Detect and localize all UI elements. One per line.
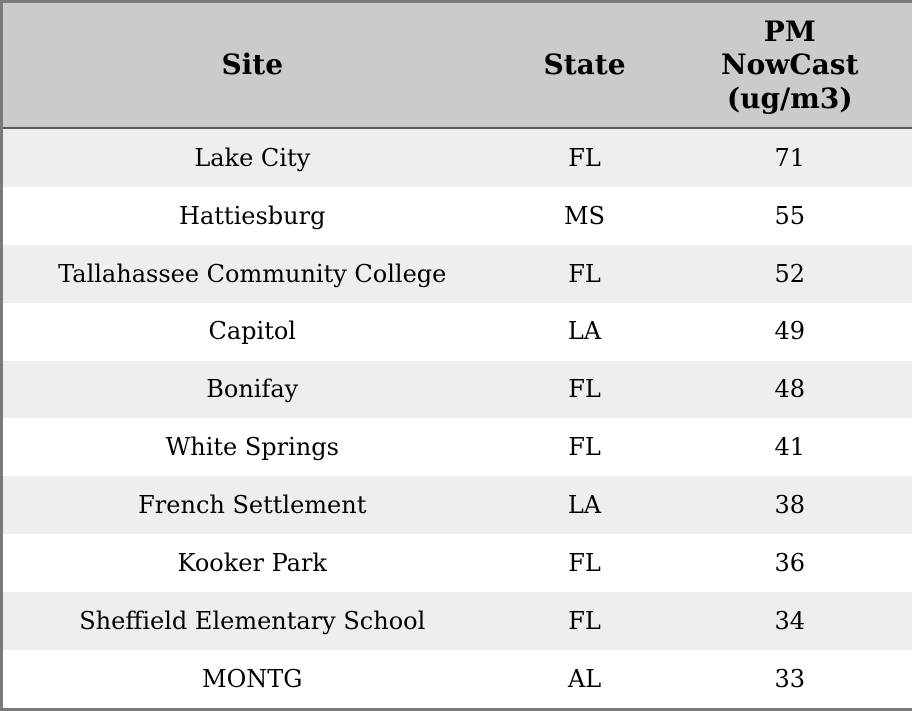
state-cell: LA bbox=[567, 491, 602, 520]
table-row: Lake City FL 71 bbox=[1, 128, 912, 187]
pm-nowcast-cell: 55 bbox=[774, 201, 806, 230]
header-state: State bbox=[501, 1, 668, 129]
header-pm-nowcast-label: PM NowCast (ug/m3) bbox=[721, 14, 859, 115]
header-state-label: State bbox=[543, 48, 626, 82]
table-row: Capitol LA 49 bbox=[1, 302, 912, 361]
table-row: MONTG AL 33 bbox=[1, 650, 912, 710]
table-header: Site State PM NowCast (ug/m3) bbox=[1, 1, 912, 129]
header-site: Site bbox=[1, 1, 502, 129]
site-cell: French Settlement bbox=[138, 491, 367, 520]
state-cell: LA bbox=[567, 317, 602, 346]
pm-nowcast-cell: 38 bbox=[774, 491, 806, 520]
table-row: Kooker Park FL 36 bbox=[1, 534, 912, 593]
pm-nowcast-cell: 36 bbox=[774, 549, 806, 577]
site-cell: Lake City bbox=[194, 143, 311, 172]
table-body: Lake City FL 71 Hattiesburg MS 55 Tallahassee … bbox=[1, 128, 912, 710]
header-site-label: Site bbox=[221, 48, 284, 82]
site-cell: MONTG bbox=[202, 664, 303, 693]
header-row: Site State PM NowCast (ug/m3) bbox=[1, 1, 912, 129]
pm-nowcast-cell: 41 bbox=[774, 433, 806, 462]
state-cell: FL bbox=[568, 549, 601, 577]
table-row: French Settlement LA 38 bbox=[1, 476, 912, 535]
site-cell: Bonifay bbox=[206, 375, 299, 404]
pm-nowcast-cell: 48 bbox=[774, 375, 806, 404]
site-cell: Sheffield Elementary School bbox=[79, 606, 426, 635]
site-cell: White Springs bbox=[165, 433, 339, 462]
state-cell: AL bbox=[567, 664, 602, 693]
table-row: Hattiesburg MS 55 bbox=[1, 186, 912, 245]
pm-nowcast-cell: 34 bbox=[774, 606, 806, 635]
pm-nowcast-cell: 52 bbox=[774, 259, 806, 288]
site-cell: Tallahassee Community College bbox=[58, 259, 447, 288]
table-row: Sheffield Elementary School FL 34 bbox=[1, 592, 912, 651]
state-cell: FL bbox=[568, 433, 601, 462]
state-cell: FL bbox=[568, 606, 601, 635]
header-pm-nowcast: PM NowCast (ug/m3) bbox=[667, 1, 912, 129]
pm-nowcast-cell: 71 bbox=[774, 143, 806, 172]
site-cell: Kooker Park bbox=[177, 549, 327, 577]
state-cell: MS bbox=[563, 201, 605, 230]
table-row: Tallahassee Community College FL 52 bbox=[1, 244, 912, 303]
pm-nowcast-cell: 33 bbox=[774, 664, 806, 693]
pm-nowcast-cell: 49 bbox=[774, 317, 806, 346]
site-cell: Hattiesburg bbox=[179, 201, 326, 230]
table-row: Bonifay FL 48 bbox=[1, 360, 912, 419]
site-cell: Capitol bbox=[208, 317, 296, 346]
state-cell: FL bbox=[568, 143, 601, 172]
state-cell: FL bbox=[568, 375, 601, 404]
state-cell: FL bbox=[568, 259, 601, 288]
table-row: White Springs FL 41 bbox=[1, 418, 912, 477]
